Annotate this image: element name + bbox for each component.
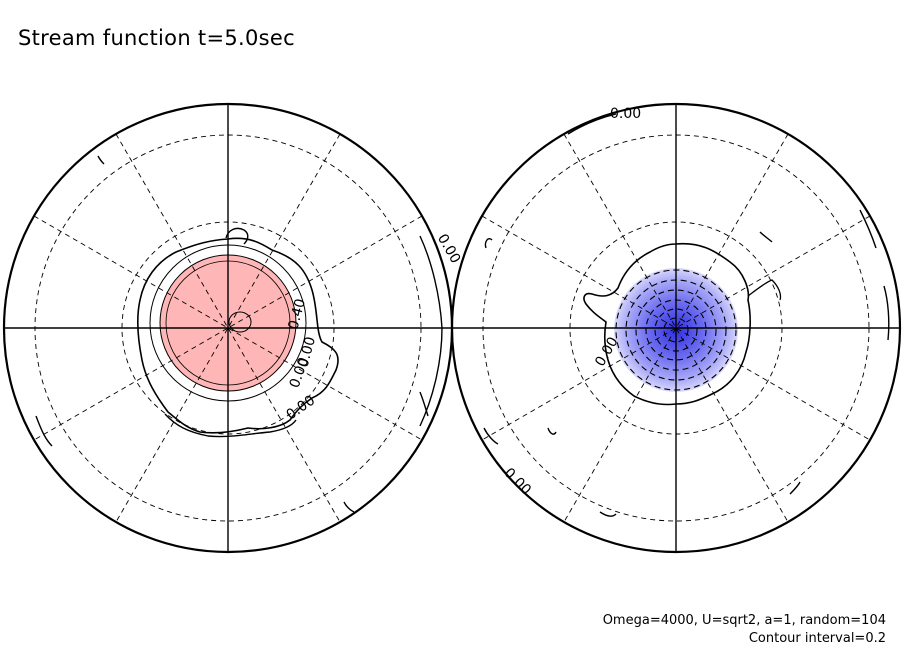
- left-contour-level-0.8: [228, 311, 252, 333]
- left-radials: [33, 133, 423, 523]
- radial-spoke: [563, 133, 789, 523]
- right-label-2: 0.00: [501, 465, 534, 498]
- left-hemisphere-panel: 0.00 0.40 0.00 0.00 0.00: [2, 102, 463, 554]
- right-hemisphere-panel: 0.00 0.00 0.00: [450, 102, 902, 554]
- right-label-0: 0.00: [610, 106, 641, 122]
- left-zero-contour: [137, 237, 339, 434]
- radial-spoke: [481, 215, 871, 441]
- right-outer-boundary: [450, 102, 902, 554]
- left-label-2: 0.00: [295, 335, 319, 369]
- left-label-1: 0.40: [285, 297, 309, 331]
- left-zero-contour-tail: [164, 413, 297, 438]
- right-contour-level--1.2: [663, 317, 689, 343]
- radial-spoke: [115, 133, 341, 523]
- chart-title: Stream function t=5.0sec: [18, 26, 295, 50]
- params-annotation: Omega=4000, U=sqrt2, a=1, random=104: [602, 613, 886, 628]
- right-zero-contour-arm: [747, 279, 782, 301]
- radial-spoke: [115, 133, 341, 523]
- right-radials: [481, 133, 871, 523]
- left-rim-contours: [35, 155, 452, 513]
- radial-spoke: [33, 215, 423, 441]
- right-zero-contour: [583, 242, 751, 406]
- left-zero-contour-bump: [225, 227, 249, 245]
- radial-spoke: [33, 215, 423, 441]
- radial-spoke: [481, 215, 871, 441]
- left-label-3: 0.00: [287, 355, 313, 390]
- contour-interval-annotation: Contour interval=0.2: [748, 631, 886, 646]
- radial-spoke: [563, 133, 789, 523]
